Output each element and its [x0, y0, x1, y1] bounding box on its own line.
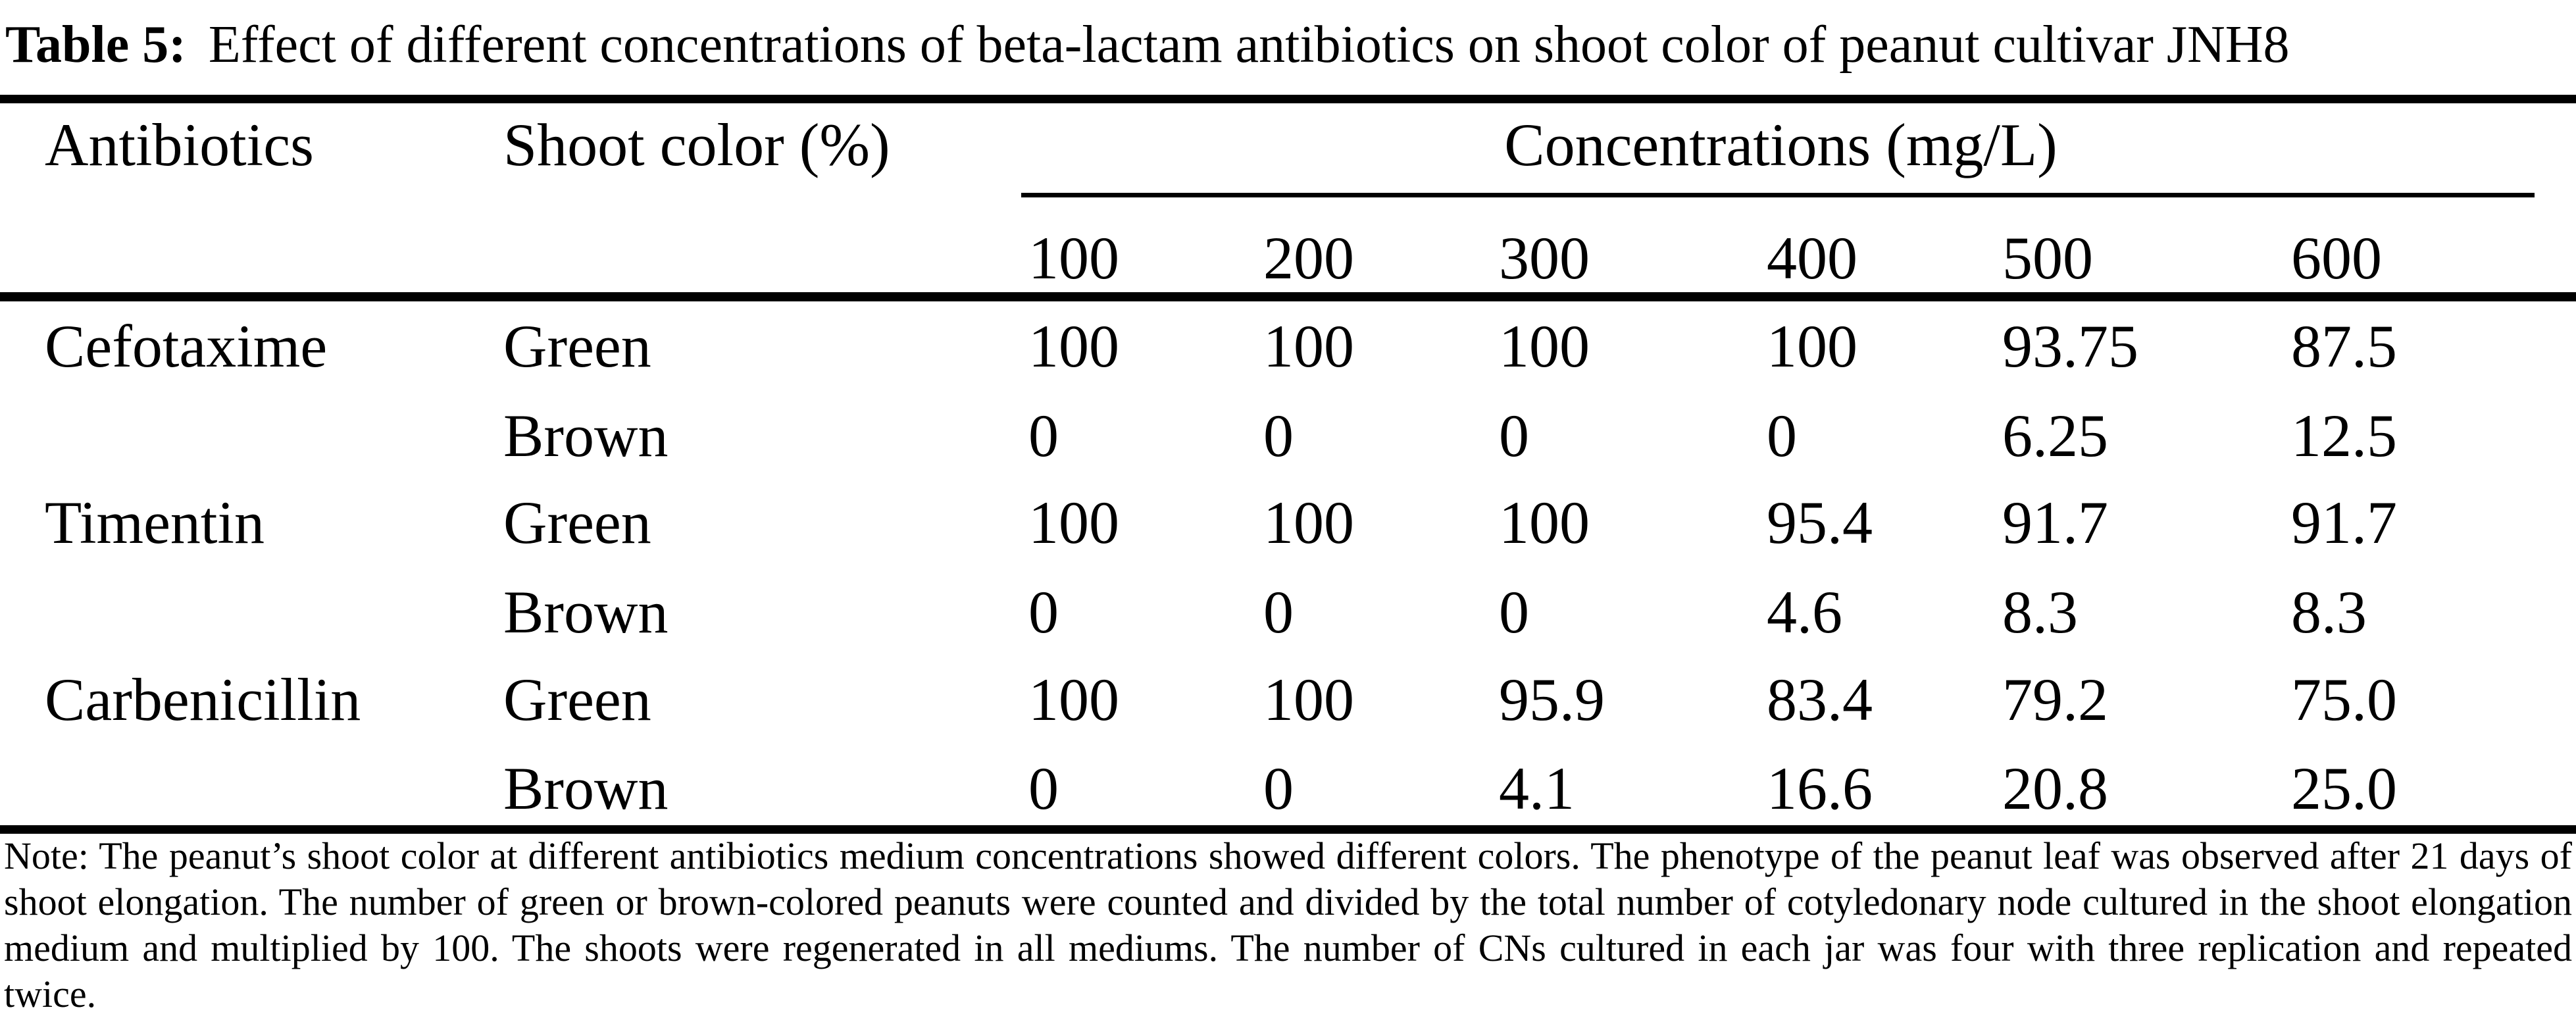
- value-cell: 8.3: [2002, 578, 2078, 646]
- table-row: Brown 0 0 0 0 6.25 12.5: [0, 405, 2576, 466]
- value-cell: 0: [1263, 755, 1294, 822]
- antibiotics-column-header: Antibiotics: [45, 111, 314, 178]
- value-cell: 100: [1028, 666, 1119, 733]
- shoot-color-label: Green: [503, 489, 651, 556]
- antibiotic-name: [45, 405, 503, 466]
- value-cell: 4.1: [1499, 755, 1575, 822]
- value-cell: 12.5: [2291, 402, 2397, 469]
- value-cell: 100: [1767, 313, 1857, 380]
- table-caption-text: Effect of different concentrations of be…: [208, 16, 2290, 74]
- value-cell: 20.8: [2002, 755, 2108, 822]
- value-cell: 0: [1263, 578, 1294, 646]
- concentration-subheader-row: 100 200 300 400 500 600: [0, 228, 2576, 288]
- value-cell: 79.2: [2002, 666, 2108, 733]
- value-cell: 0: [1499, 402, 1529, 469]
- antibiotic-name: [45, 758, 503, 819]
- table-header-row: Antibiotics Shoot color (%) Concentratio…: [0, 115, 2576, 175]
- value-cell: 91.7: [2002, 489, 2108, 556]
- table-row: Cefotaxime Green 100 100 100 100 93.75 8…: [0, 316, 2576, 376]
- antibiotic-name: Cefotaxime: [45, 313, 328, 380]
- concentration-header-200: 200: [1263, 224, 1354, 292]
- table-note: Note: The peanut’s shoot color at differ…: [4, 834, 2572, 1015]
- value-cell: 4.6: [1767, 578, 1842, 646]
- concentration-header-400: 400: [1767, 224, 1857, 292]
- table-row: Brown 0 0 0 4.6 8.3 8.3: [0, 582, 2576, 642]
- table-number-label: Table 5:: [5, 16, 186, 74]
- value-cell: 100: [1499, 489, 1590, 556]
- table-bottom-rule: [0, 825, 2576, 834]
- value-cell: 93.75: [2002, 313, 2138, 380]
- shoot-color-label: Brown: [503, 578, 669, 646]
- value-cell: 100: [1028, 313, 1119, 380]
- value-cell: 25.0: [2291, 755, 2397, 822]
- value-cell: 100: [1499, 313, 1590, 380]
- value-cell: 0: [1028, 755, 1059, 822]
- table-row: Timentin Green 100 100 100 95.4 91.7 91.…: [0, 492, 2576, 553]
- table-row: Brown 0 0 4.1 16.6 20.8 25.0: [0, 758, 2576, 819]
- shoot-color-label: Brown: [503, 755, 669, 822]
- value-cell: 75.0: [2291, 666, 2397, 733]
- value-cell: 16.6: [1767, 755, 1873, 822]
- top-rule: [0, 95, 2576, 103]
- concentrations-span-header: Concentrations (mg/L): [1504, 111, 2058, 178]
- value-cell: 0: [1499, 578, 1529, 646]
- value-cell: 100: [1028, 489, 1119, 556]
- table-caption: Table 5: Effect of different concentratio…: [5, 5, 2576, 84]
- concentrations-underline-rule: [1021, 193, 2535, 197]
- antibiotic-name: Carbenicillin: [45, 666, 361, 733]
- antibiotic-name: Timentin: [45, 489, 265, 556]
- value-cell: 95.4: [1767, 489, 1873, 556]
- spacer-cell: [45, 228, 503, 288]
- header-separator-rule: [0, 292, 2576, 301]
- value-cell: 100: [1263, 489, 1354, 556]
- value-cell: 0: [1263, 402, 1294, 469]
- antibiotic-name: [45, 582, 503, 642]
- concentration-header-600: 600: [2291, 224, 2382, 292]
- value-cell: 100: [1263, 313, 1354, 380]
- concentration-header-100: 100: [1028, 224, 1119, 292]
- spacer-cell: [503, 228, 1028, 288]
- table-row: Carbenicillin Green 100 100 95.9 83.4 79…: [0, 669, 2576, 730]
- value-cell: 91.7: [2291, 489, 2397, 556]
- concentration-header-300: 300: [1499, 224, 1590, 292]
- concentration-header-500: 500: [2002, 224, 2093, 292]
- value-cell: 87.5: [2291, 313, 2397, 380]
- shoot-color-column-header: Shoot color (%): [503, 111, 890, 178]
- shoot-color-label: Green: [503, 313, 651, 380]
- value-cell: 6.25: [2002, 402, 2108, 469]
- value-cell: 8.3: [2291, 578, 2367, 646]
- value-cell: 0: [1767, 402, 1797, 469]
- value-cell: 95.9: [1499, 666, 1605, 733]
- shoot-color-label: Brown: [503, 402, 669, 469]
- value-cell: 100: [1263, 666, 1354, 733]
- shoot-color-label: Green: [503, 666, 651, 733]
- value-cell: 0: [1028, 402, 1059, 469]
- value-cell: 0: [1028, 578, 1059, 646]
- value-cell: 83.4: [1767, 666, 1873, 733]
